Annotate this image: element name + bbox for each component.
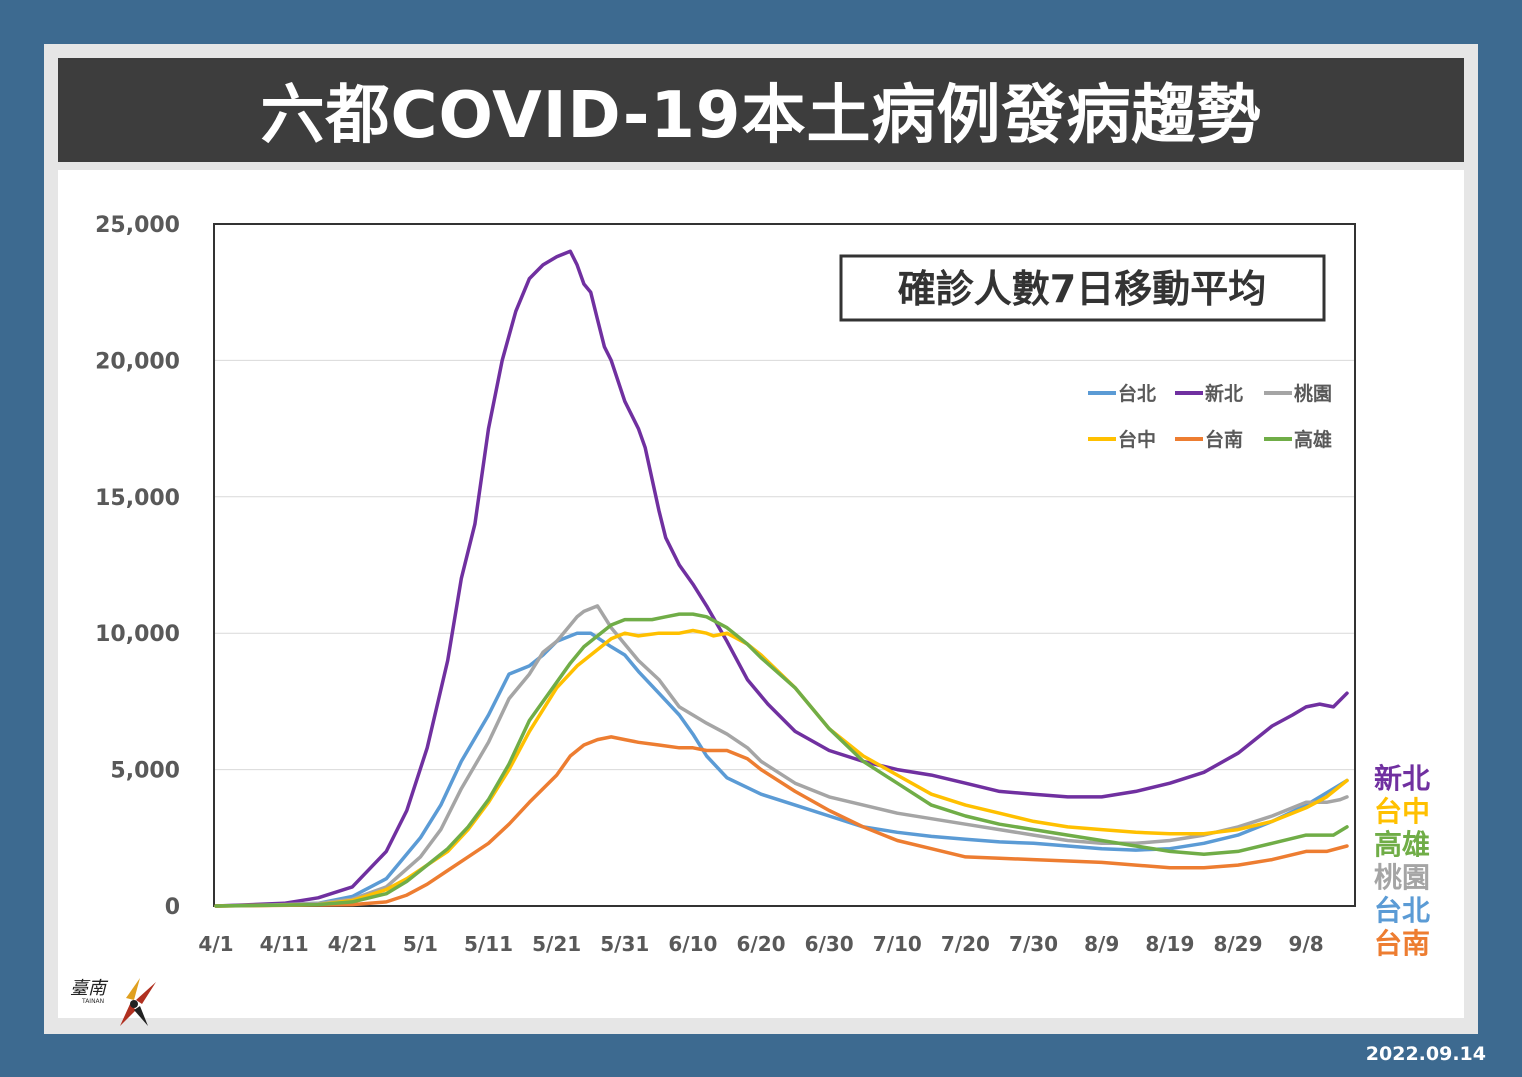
end-label: 台中	[1374, 795, 1430, 828]
end-label: 台北	[1374, 894, 1430, 927]
x-tick-label: 7/10	[873, 932, 922, 956]
logo-mark-icon	[120, 978, 156, 1026]
x-tick-label: 4/21	[328, 932, 377, 956]
page-title: 六都COVID-19本土病例發病趨勢	[58, 58, 1464, 162]
end-label: 高雄	[1374, 828, 1430, 861]
tainan-logo: 臺南 TAINAN	[70, 970, 170, 1030]
y-tick-label: 20,000	[95, 349, 180, 374]
x-tick-label: 8/9	[1084, 932, 1119, 956]
y-tick-label: 10,000	[95, 622, 180, 647]
x-tick-label: 5/1	[403, 932, 438, 956]
end-label: 桃園	[1374, 861, 1430, 894]
end-label: 台南	[1374, 927, 1430, 960]
y-tick-label: 0	[165, 895, 180, 920]
series-line	[214, 735, 1349, 908]
y-tick-label: 25,000	[95, 213, 180, 238]
series-line	[214, 628, 1349, 908]
series-line	[214, 612, 1349, 908]
main-panel: 六都COVID-19本土病例發病趨勢 0 5,000 10,000 15,000 20,…	[44, 44, 1478, 1034]
chart-area: 0 5,000 10,000 15,000 20,000 25,000 4/1 4/11 4/2…	[58, 170, 1464, 1026]
legend-label: 台北	[1118, 382, 1156, 405]
chart-title-box	[839, 254, 1326, 322]
x-tick-label: 6/20	[737, 932, 786, 956]
series-line	[214, 604, 1349, 908]
x-tick-label: 6/30	[805, 932, 854, 956]
end-label: 新北	[1374, 762, 1430, 795]
x-tick-label: 8/19	[1145, 932, 1194, 956]
x-tick-label: 7/20	[941, 932, 990, 956]
y-tick-label: 5,000	[110, 759, 180, 784]
logo-subtext: TAINAN	[82, 998, 105, 1005]
chart-title: 確診人數7日移動平均	[898, 267, 1266, 311]
plot-frame	[213, 223, 1356, 907]
trend-chart: 0 5,000 10,000 15,000 20,000 25,000 4/1 4/11 4/2…	[95, 213, 1430, 960]
x-tick-label: 9/8	[1289, 932, 1324, 956]
legend-label: 台中	[1118, 428, 1156, 451]
legend-label: 台南	[1205, 428, 1243, 451]
y-tick-label: 15,000	[95, 486, 180, 511]
date-stamp: 2022.09.14	[1365, 1043, 1486, 1065]
x-tick-label: 5/21	[532, 932, 581, 956]
x-tick-label: 4/1	[198, 932, 233, 956]
legend-label: 新北	[1205, 382, 1243, 405]
logo-text: 臺南	[70, 978, 106, 999]
series-line	[214, 631, 1349, 908]
x-tick-label: 8/29	[1213, 932, 1262, 956]
x-tick-label: 5/11	[464, 932, 513, 956]
x-tick-label: 4/11	[260, 932, 309, 956]
x-tick-label: 6/10	[668, 932, 717, 956]
series-line	[214, 249, 1349, 908]
legend-label: 桃園	[1294, 382, 1332, 405]
legend-label: 高雄	[1294, 428, 1332, 451]
x-tick-label: 5/31	[600, 932, 649, 956]
x-tick-label: 7/30	[1009, 932, 1058, 956]
